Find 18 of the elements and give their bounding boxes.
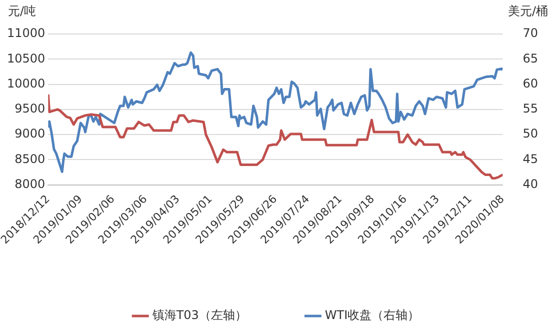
y2-tick-label: 55 bbox=[522, 102, 538, 116]
y2-tick-label: 60 bbox=[522, 76, 538, 90]
y2-tick-label: 70 bbox=[522, 26, 538, 40]
y2-tick-label: 40 bbox=[522, 176, 538, 191]
y-tick-label: 11000 bbox=[6, 26, 46, 40]
y-tick-label: 9000 bbox=[14, 126, 46, 141]
y2-tick-label: 45 bbox=[522, 152, 538, 166]
y-tick-label: 8500 bbox=[14, 152, 46, 166]
legend-label: WTI收盘（右轴） bbox=[324, 308, 420, 322]
y-tick-label: 9500 bbox=[14, 102, 46, 116]
y-tick-label: 8000 bbox=[14, 176, 46, 191]
y2-tick-label: 50 bbox=[522, 126, 538, 141]
legend-label: 镇海T03（左轴） bbox=[151, 308, 247, 322]
y2-axis-title: 美元/桶 bbox=[508, 4, 548, 18]
y-axis-title: 元/吨 bbox=[8, 4, 36, 18]
y2-tick-label: 65 bbox=[522, 51, 538, 66]
y-tick-label: 10000 bbox=[6, 76, 46, 90]
y-tick-label: 10500 bbox=[6, 51, 46, 66]
